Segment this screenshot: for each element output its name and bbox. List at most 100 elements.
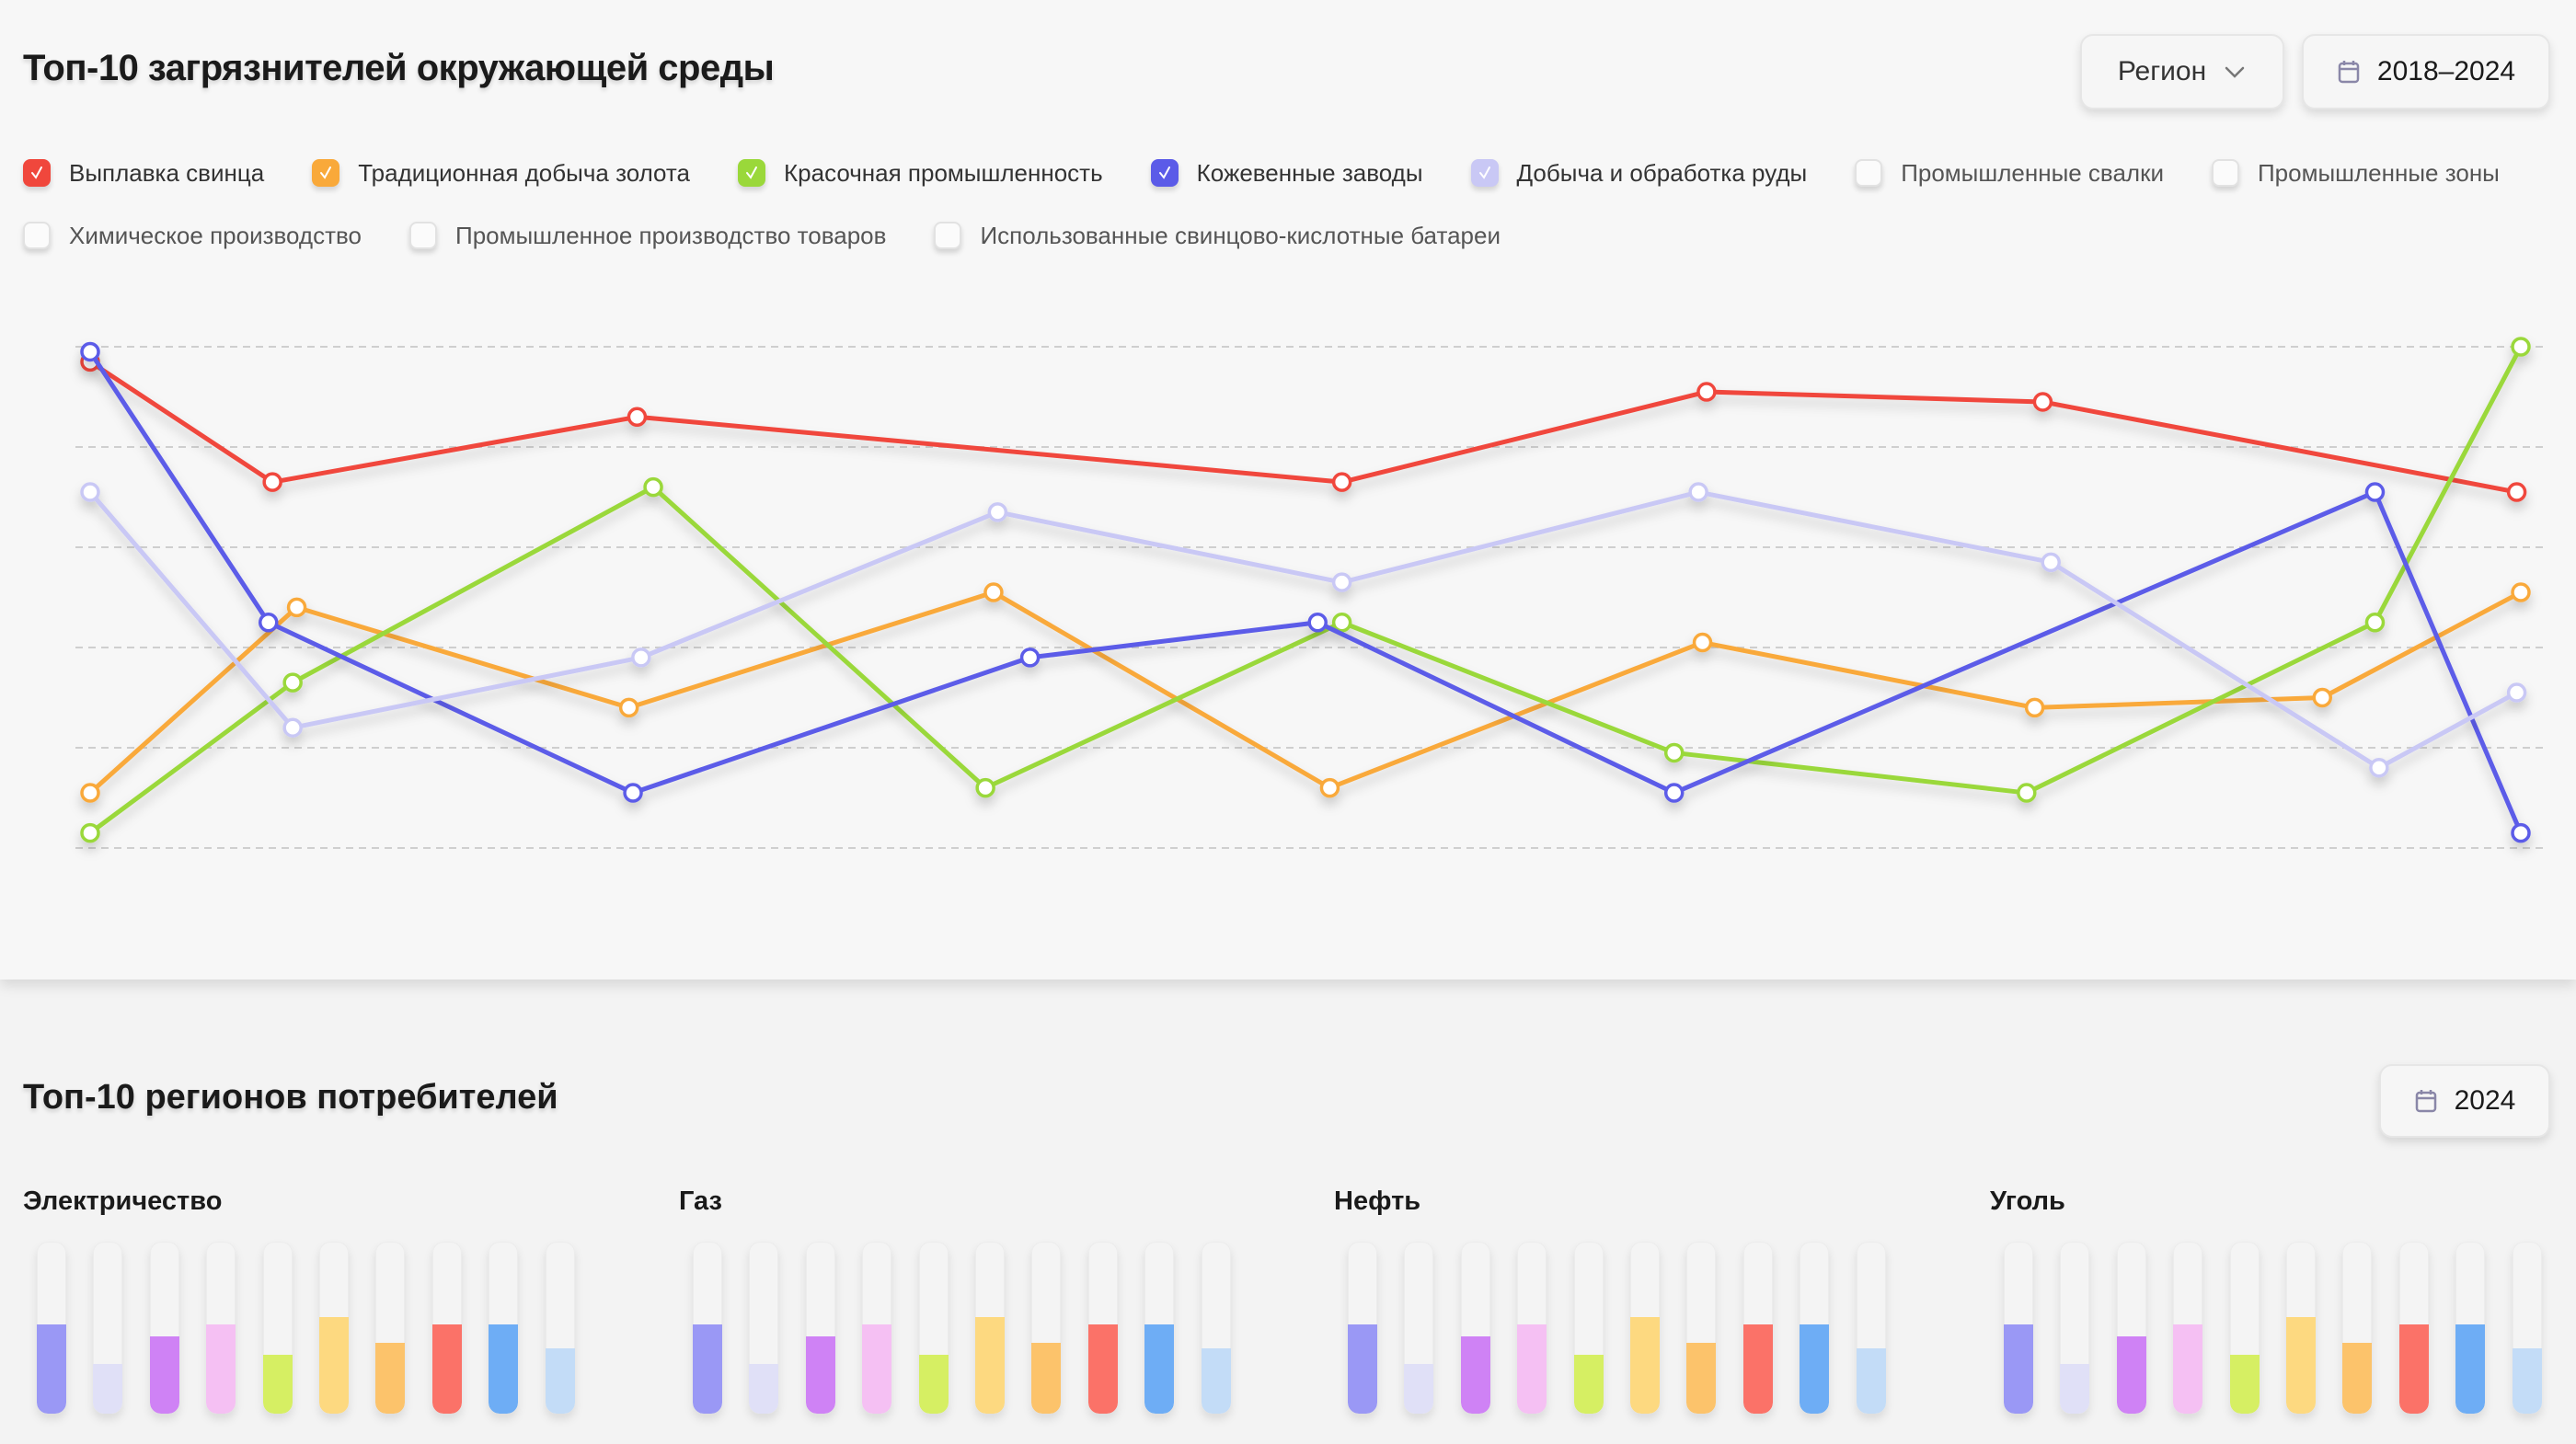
legend-checkbox[interactable] xyxy=(1470,159,1499,187)
data-point[interactable] xyxy=(983,582,1004,602)
level-bar[interactable] xyxy=(2512,1242,2542,1414)
level-bar[interactable] xyxy=(2455,1242,2486,1414)
legend-item[interactable]: Химическое производство xyxy=(23,222,362,250)
data-point[interactable] xyxy=(2506,482,2527,502)
level-bar[interactable] xyxy=(2116,1242,2146,1414)
level-bar[interactable] xyxy=(975,1242,1005,1414)
level-bar[interactable] xyxy=(2286,1242,2316,1414)
level-bar[interactable] xyxy=(1031,1242,1062,1414)
level-bar[interactable] xyxy=(862,1242,892,1414)
level-bar[interactable] xyxy=(1517,1242,1547,1414)
level-bar[interactable] xyxy=(1856,1242,1886,1414)
data-point[interactable] xyxy=(1331,572,1352,592)
legend-checkbox[interactable] xyxy=(934,222,962,249)
level-bar[interactable] xyxy=(918,1242,949,1414)
data-point[interactable] xyxy=(282,717,303,738)
level-bar[interactable] xyxy=(1144,1242,1175,1414)
level-bar[interactable] xyxy=(749,1242,779,1414)
data-point[interactable] xyxy=(1331,613,1352,633)
data-point[interactable] xyxy=(80,482,100,502)
legend-checkbox[interactable] xyxy=(2211,159,2239,187)
data-point[interactable] xyxy=(1331,472,1352,492)
data-point[interactable] xyxy=(2364,482,2386,502)
data-point[interactable] xyxy=(258,613,279,633)
legend-item[interactable]: Выплавка свинца xyxy=(23,159,264,188)
data-point[interactable] xyxy=(2041,552,2061,573)
data-point[interactable] xyxy=(1663,783,1685,803)
data-point[interactable] xyxy=(975,777,995,798)
legend-checkbox[interactable] xyxy=(312,159,340,187)
level-bar[interactable] xyxy=(1201,1242,1231,1414)
legend-item[interactable]: Промышленные зоны xyxy=(2211,159,2500,188)
year-button[interactable]: 2024 xyxy=(2379,1064,2550,1138)
level-bar[interactable] xyxy=(2342,1242,2373,1414)
legend-item[interactable]: Традиционная добыча золота xyxy=(312,159,690,188)
date-range-button[interactable]: 2018–2024 xyxy=(2302,34,2550,109)
legend-item[interactable]: Красочная промышленность xyxy=(738,159,1103,188)
level-bar[interactable] xyxy=(1348,1242,1377,1414)
data-point[interactable] xyxy=(2369,758,2389,778)
level-bar[interactable] xyxy=(2398,1242,2429,1414)
level-bar[interactable] xyxy=(431,1242,462,1414)
legend-checkbox[interactable] xyxy=(1150,159,1179,187)
data-point[interactable] xyxy=(987,502,1008,522)
level-bar[interactable] xyxy=(805,1242,835,1414)
data-point[interactable] xyxy=(2511,337,2531,357)
data-point[interactable] xyxy=(1696,382,1717,402)
level-bar[interactable] xyxy=(1573,1242,1604,1414)
level-bar[interactable] xyxy=(375,1242,406,1414)
data-point[interactable] xyxy=(643,476,663,498)
level-bar[interactable] xyxy=(2004,1242,2033,1414)
data-point[interactable] xyxy=(286,597,307,618)
legend-checkbox[interactable] xyxy=(23,222,51,249)
data-point[interactable] xyxy=(262,472,282,492)
level-bar[interactable] xyxy=(149,1242,179,1414)
data-point[interactable] xyxy=(623,783,643,803)
legend-item[interactable]: Промышленное производство товаров xyxy=(409,222,886,250)
level-bar[interactable] xyxy=(1404,1242,1434,1414)
legend-checkbox[interactable] xyxy=(1855,159,1883,187)
level-bar[interactable] xyxy=(1800,1242,1830,1414)
legend-checkbox[interactable] xyxy=(409,222,437,249)
legend-checkbox[interactable] xyxy=(23,159,51,187)
data-point[interactable] xyxy=(2032,392,2053,412)
level-bar[interactable] xyxy=(206,1242,236,1414)
level-bar[interactable] xyxy=(1742,1242,1773,1414)
data-point[interactable] xyxy=(80,822,100,843)
data-point[interactable] xyxy=(2506,682,2527,703)
data-point[interactable] xyxy=(2024,697,2045,718)
level-bar[interactable] xyxy=(489,1242,519,1414)
data-point[interactable] xyxy=(1692,632,1713,653)
legend-checkbox[interactable] xyxy=(738,159,766,187)
level-bar[interactable] xyxy=(545,1242,575,1414)
level-bar[interactable] xyxy=(2229,1242,2260,1414)
level-bar[interactable] xyxy=(693,1242,722,1414)
data-point[interactable] xyxy=(2511,822,2531,843)
data-point[interactable] xyxy=(1307,613,1328,633)
level-bar[interactable] xyxy=(2173,1242,2203,1414)
data-point[interactable] xyxy=(618,697,639,718)
legend-item[interactable]: Кожевенные заводы xyxy=(1150,159,1423,188)
data-point[interactable] xyxy=(80,783,100,803)
data-point[interactable] xyxy=(2511,582,2531,602)
level-bar[interactable] xyxy=(262,1242,293,1414)
level-bar[interactable] xyxy=(37,1242,66,1414)
level-bar[interactable] xyxy=(2060,1242,2090,1414)
data-point[interactable] xyxy=(2312,687,2332,708)
data-point[interactable] xyxy=(2364,613,2386,633)
level-bar[interactable] xyxy=(1460,1242,1490,1414)
data-point[interactable] xyxy=(80,341,100,362)
legend-item[interactable]: Промышленные свалки xyxy=(1855,159,2164,188)
legend-item[interactable]: Добыча и обработка руды xyxy=(1470,159,1807,188)
level-bar[interactable] xyxy=(319,1242,349,1414)
level-bar[interactable] xyxy=(1686,1242,1717,1414)
data-point[interactable] xyxy=(1019,648,1041,668)
level-bar[interactable] xyxy=(1087,1242,1118,1414)
legend-item[interactable]: Использованные свинцово-кислотные батаре… xyxy=(934,222,1501,250)
data-point[interactable] xyxy=(1688,482,1708,502)
data-point[interactable] xyxy=(1663,742,1685,763)
level-bar[interactable] xyxy=(93,1242,123,1414)
region-dropdown[interactable]: Регион xyxy=(2080,34,2284,109)
data-point[interactable] xyxy=(627,407,648,428)
data-point[interactable] xyxy=(631,648,651,668)
